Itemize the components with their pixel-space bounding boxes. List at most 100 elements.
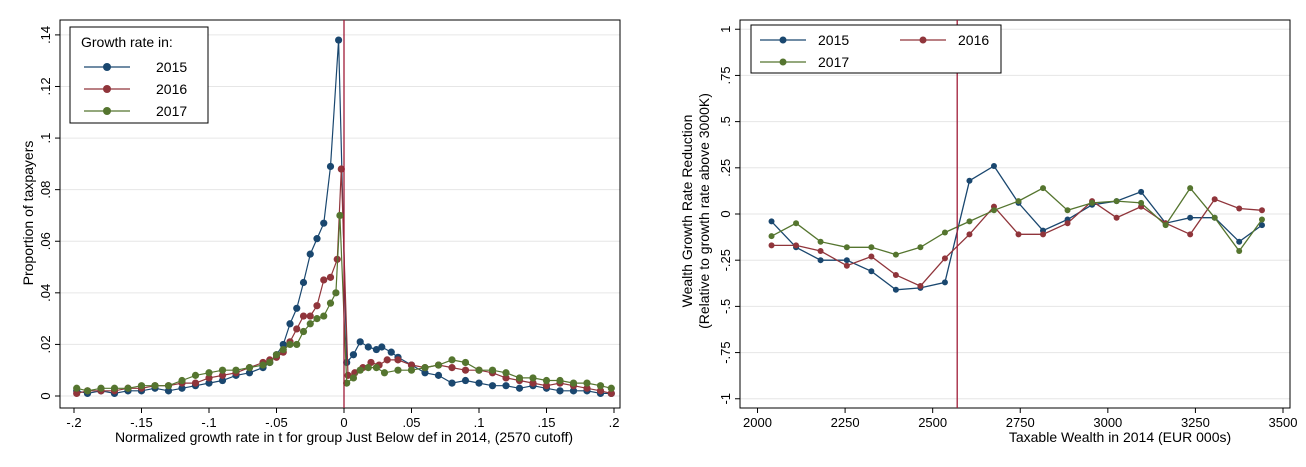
left-legend-box: [69, 26, 209, 124]
right-point-2017: [793, 220, 800, 227]
left-point-2016: [191, 379, 200, 387]
left-point-2017: [607, 384, 615, 392]
left-point-2016: [583, 384, 591, 392]
right-series-line-2017: [771, 187, 1263, 256]
left-point-2016: [306, 312, 314, 320]
left-point-2016: [407, 361, 416, 369]
right-point-2017: [1138, 199, 1145, 206]
right-point-2015: [990, 162, 997, 169]
left-point-2017: [364, 364, 372, 372]
right-series-line-2016: [771, 198, 1263, 287]
right-x-tick-label: 3250: [1181, 415, 1210, 430]
right-y-tick-label: -.25: [718, 249, 733, 271]
left-point-2017: [349, 374, 358, 382]
left-point-2017: [448, 356, 456, 364]
left-point-2016: [461, 366, 470, 374]
right-y-tick-label: .75: [718, 66, 733, 84]
left-point-2017: [83, 387, 92, 395]
left-chart-panel: 0 .02 .04 .06 .08 .1 .12 .14 -.2 -.15 -.1 -.05 0 .05.…: [0, 0, 640, 462]
right-point-2017: [917, 244, 924, 251]
right-point-2017: [1040, 185, 1047, 192]
left-point-2017: [502, 369, 510, 377]
left-point-2016: [529, 379, 537, 387]
right-x-tick-label: 2000: [743, 415, 772, 430]
left-point-2015: [378, 343, 386, 351]
left-y-tick-label: .12: [38, 77, 53, 95]
left-x-tick-label: .05: [402, 415, 420, 430]
left-point-2015: [569, 387, 578, 395]
right-point-2016: [941, 255, 948, 262]
left-point-2016: [73, 389, 81, 398]
right-point-2016: [1040, 231, 1047, 238]
left-legend-marker-2016: [103, 85, 111, 93]
right-x-tick-label: 2500: [918, 415, 947, 430]
right-point-2015: [1187, 214, 1194, 221]
left-y-axis-label: Proportion of taxpayers: [20, 141, 36, 286]
left-point-2016: [596, 387, 605, 395]
left-point-2017: [515, 374, 524, 382]
right-point-2017: [1187, 185, 1194, 192]
left-y-tick-label: .1: [38, 133, 53, 144]
left-point-2017: [556, 376, 564, 385]
right-y-tick-label: -1: [718, 393, 733, 405]
left-point-2017: [529, 374, 537, 382]
left-point-2015: [461, 376, 470, 385]
left-point-2015: [488, 382, 497, 390]
left-legend-title: Growth rate in:: [81, 34, 173, 50]
left-point-2017: [569, 379, 578, 387]
left-legend-label-2016: 2016: [156, 81, 187, 97]
left-point-2017: [332, 289, 340, 297]
left-point-2017: [583, 379, 591, 387]
right-point-2016: [1015, 231, 1022, 238]
right-point-2016: [1113, 214, 1120, 221]
left-point-2016: [293, 325, 301, 333]
left-point-2015: [313, 235, 321, 243]
left-ticks: 0 .02 .04 .06 .08 .1 .12 .14 -.2 -.15 -.1 -.05 0 .05.…: [38, 26, 619, 430]
right-series: [768, 20, 1265, 408]
right-point-2017: [941, 229, 948, 236]
left-point-2015: [293, 304, 301, 312]
left-point-2017: [542, 376, 551, 385]
left-point-2017: [488, 366, 497, 374]
right-point-2016: [868, 253, 875, 260]
left-x-tick-label: -.05: [265, 415, 287, 430]
right-x-tick-label: 3500: [1269, 415, 1298, 430]
right-chart-panel: -1 -.75 -.5 -.25 0 .25 .5 .75 1 2000 2250 2500 2750 3…: [660, 0, 1306, 462]
left-point-2015: [245, 369, 254, 377]
left-point-2016: [607, 389, 615, 398]
right-point-2016: [843, 262, 850, 269]
left-chart: 0 .02 .04 .06 .08 .1 .12 .14 -.2 -.15 -.1 -.05 0 .05.…: [20, 19, 621, 445]
left-point-2015: [387, 348, 395, 356]
left-point-2015: [448, 379, 456, 387]
right-point-2017: [817, 238, 824, 245]
left-y-tick-label: 0: [38, 392, 53, 399]
right-point-2017: [843, 244, 850, 251]
left-point-2017: [137, 382, 146, 390]
left-point-2015: [286, 320, 294, 328]
left-point-2017: [279, 345, 287, 354]
right-point-2016: [768, 242, 775, 249]
left-point-2017: [97, 384, 105, 392]
left-point-2017: [313, 315, 321, 323]
right-point-2017: [1162, 222, 1169, 229]
left-point-2017: [461, 358, 470, 367]
right-x-axis-label: Taxable Wealth in 2014 (EUR 000s): [1009, 429, 1231, 445]
left-point-2016: [502, 374, 510, 382]
right-legend-marker-2016: [919, 36, 927, 44]
right-point-2016: [1236, 205, 1243, 212]
left-x-tick-label: -.2: [66, 415, 81, 430]
right-point-2015: [1236, 238, 1243, 245]
right-x-tick-label: 2250: [831, 415, 860, 430]
left-point-2017: [286, 340, 294, 349]
right-legend-marker-2017: [779, 58, 787, 66]
left-y-tick-label: .06: [38, 232, 53, 250]
right-y-tick-label: -.5: [718, 299, 733, 314]
left-point-2015: [421, 369, 429, 377]
right-point-2017: [768, 233, 775, 240]
left-y-tick-label: .14: [38, 26, 53, 44]
right-ticks: -1 -.75 -.5 -.25 0 .25 .5 .75 1 2000 2250 2500 2750 3…: [718, 26, 1297, 430]
left-point-2017: [178, 376, 186, 385]
left-point-2015: [279, 340, 287, 349]
left-point-2017: [299, 327, 308, 336]
left-point-2017: [164, 382, 173, 390]
